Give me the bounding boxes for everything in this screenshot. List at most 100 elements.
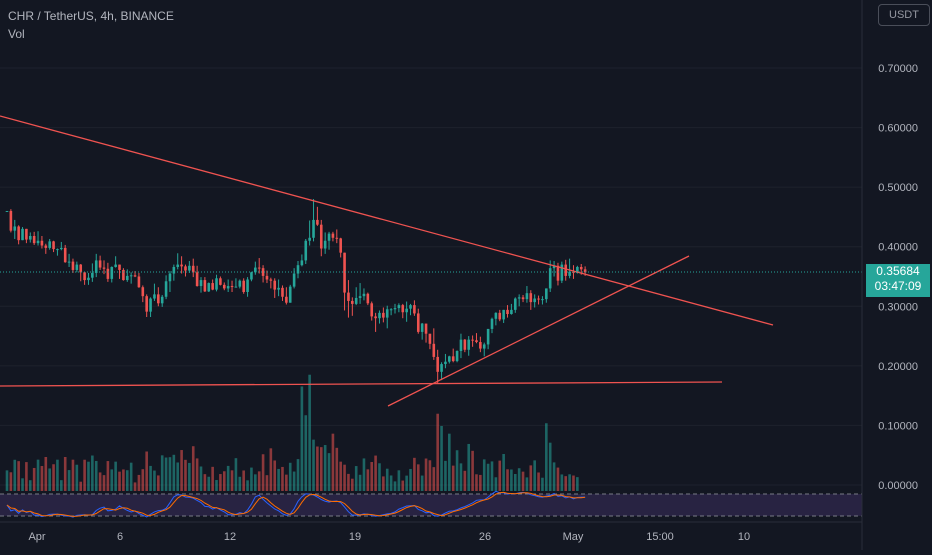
ascending-trendline[interactable] [387,255,690,407]
candle[interactable] [94,253,98,278]
candle[interactable] [382,307,385,323]
candle[interactable] [9,209,13,233]
candle[interactable] [510,303,513,315]
candle[interactable] [211,279,214,291]
candle[interactable] [56,248,59,256]
candle[interactable] [316,206,319,226]
candle[interactable] [285,287,288,305]
candle[interactable] [471,335,474,347]
candle[interactable] [440,362,443,381]
candle[interactable] [222,282,226,291]
candle[interactable] [475,333,478,344]
candle[interactable] [525,286,529,303]
candle[interactable] [176,253,180,270]
candle[interactable] [541,296,544,305]
candle[interactable] [203,277,207,292]
candle[interactable] [114,256,117,268]
candle[interactable] [129,272,133,284]
candle[interactable] [467,336,471,356]
candle[interactable] [32,231,36,245]
candle[interactable] [304,238,308,264]
candle[interactable] [490,317,494,334]
candle[interactable] [75,261,79,273]
candle[interactable] [180,256,183,274]
candle[interactable] [482,342,486,357]
candle[interactable] [444,353,447,369]
candle[interactable] [168,271,172,292]
candle[interactable] [319,219,323,257]
candle[interactable] [273,278,277,298]
candle[interactable] [389,308,393,316]
candle[interactable] [335,229,339,244]
candle[interactable] [250,271,253,282]
candle[interactable] [545,288,548,303]
candle[interactable] [409,303,412,316]
candle[interactable] [506,305,509,318]
candle[interactable] [533,294,536,308]
candle[interactable] [552,261,556,277]
candle[interactable] [564,259,568,281]
candle[interactable] [261,265,265,283]
candle[interactable] [494,312,498,326]
candle[interactable] [362,288,366,301]
candle[interactable] [269,277,273,289]
candle[interactable] [385,305,389,329]
candle[interactable] [374,312,377,332]
candle[interactable] [87,272,90,285]
candle[interactable] [424,323,428,343]
candle[interactable] [436,349,439,384]
candle[interactable] [83,272,86,285]
candle[interactable] [479,336,482,353]
candle[interactable] [358,283,362,304]
candle[interactable] [308,220,311,246]
candle[interactable] [459,333,463,359]
candle[interactable] [40,235,44,249]
candle[interactable] [160,294,164,307]
candle[interactable] [448,355,451,364]
candle[interactable] [246,277,249,297]
descending-trendline[interactable] [0,115,774,326]
candle[interactable] [157,287,160,307]
currency-badge[interactable]: USDT [878,4,930,26]
candle[interactable] [451,348,455,363]
candle[interactable] [517,294,521,307]
candle[interactable] [91,263,94,282]
candle[interactable] [48,238,51,250]
candle[interactable] [281,285,284,301]
candle[interactable] [98,255,102,270]
candle[interactable] [238,279,242,289]
candle[interactable] [354,287,358,306]
candle[interactable] [288,284,292,303]
candle[interactable] [339,237,342,258]
stochastic-panel[interactable] [0,490,862,518]
candle[interactable] [215,274,218,292]
candle[interactable] [141,285,145,303]
candle[interactable] [149,297,152,318]
candle[interactable] [17,225,20,245]
candle[interactable] [242,278,245,294]
candle[interactable] [347,280,350,318]
candle[interactable] [521,294,525,303]
candle[interactable] [366,292,370,306]
candle[interactable] [125,269,129,282]
candle[interactable] [370,301,374,321]
candle[interactable] [36,231,40,246]
candle[interactable] [106,262,110,282]
candle[interactable] [331,231,335,242]
candle[interactable] [568,258,571,279]
candle[interactable] [296,261,300,279]
candle[interactable] [63,244,67,263]
candle[interactable] [219,276,222,286]
candle[interactable] [401,303,405,319]
candle[interactable] [537,295,540,305]
candle[interactable] [13,219,17,239]
candle[interactable] [122,268,125,281]
candle[interactable] [28,232,32,243]
candle[interactable] [257,258,261,274]
candle[interactable] [498,309,502,322]
candle[interactable] [397,303,401,313]
candle[interactable] [548,260,552,292]
candle[interactable] [416,308,420,334]
candle[interactable] [254,261,257,275]
